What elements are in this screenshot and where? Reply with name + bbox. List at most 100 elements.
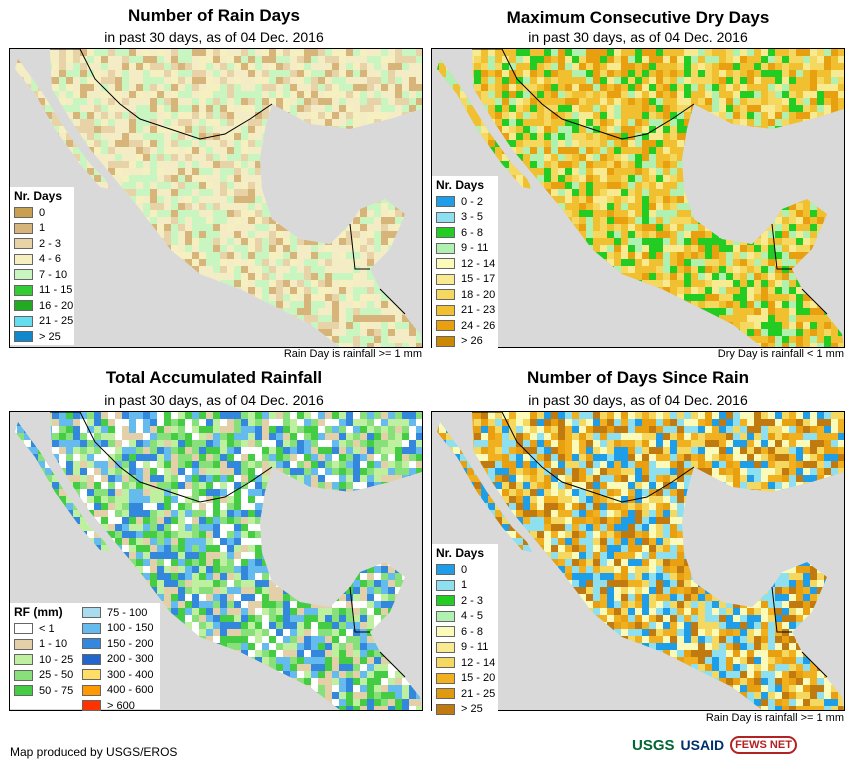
- legend-item: 21 - 25: [432, 686, 498, 702]
- gulf-of-mexico: [682, 467, 844, 607]
- legend-swatch: [82, 700, 101, 712]
- panel-4-title: Number of Days Since Rain: [526, 368, 749, 387]
- legend-swatch: [82, 669, 101, 681]
- legend-rain-days: Nr. Days 0 1 2 - 3 4 - 6 7 - 10 11 - 15 16 - 20…: [10, 187, 74, 345]
- legend-label: 11 - 15: [39, 284, 73, 297]
- legend-item: > 600: [78, 698, 153, 714]
- legend-label: 4 - 5: [461, 610, 484, 623]
- legend-swatch: [14, 623, 33, 635]
- panel-1-title: Number of Rain Days: [128, 6, 300, 25]
- panel-4-subtitle: in past 30 days, as of 04 Dec. 2016: [528, 392, 748, 408]
- legend-label: 0: [39, 206, 46, 219]
- legend-swatch: [436, 564, 455, 576]
- legend-swatch: [436, 672, 455, 684]
- panel-1-subtitle: in past 30 days, as of 04 Dec. 2016: [104, 29, 324, 45]
- legend-label: 0: [461, 563, 468, 576]
- legend-item: 12 - 14: [432, 256, 498, 272]
- legend-item: 75 - 100: [78, 605, 153, 621]
- legend-label: > 25: [39, 330, 61, 343]
- legend-label: 15 - 17: [461, 273, 496, 286]
- legend-label: 400 - 600: [107, 684, 154, 697]
- legend-swatch: [436, 657, 455, 669]
- legend-item: 10 - 25: [10, 652, 73, 668]
- legend-swatch: [14, 269, 33, 281]
- legend-swatch: [436, 227, 455, 239]
- legend-swatch: [436, 242, 455, 254]
- legend-label: 200 - 300: [107, 653, 154, 666]
- legend-label: 6 - 8: [461, 226, 484, 239]
- legend-item: 9 - 11: [432, 241, 498, 257]
- legend-label: 75 - 100: [107, 606, 148, 619]
- legend-item: 2 - 3: [10, 236, 74, 252]
- legend-label: 100 - 150: [107, 622, 154, 635]
- legend-item: 9 - 11: [432, 640, 498, 656]
- legend-swatch: [436, 196, 455, 208]
- legend-swatch: [436, 211, 455, 223]
- panel-1-note: Rain Day is rainfall >= 1 mm: [283, 348, 422, 360]
- legend-label: 2 - 3: [39, 237, 62, 250]
- legend-label: < 1: [39, 622, 55, 635]
- panel-3-subtitle: in past 30 days, as of 04 Dec. 2016: [104, 392, 324, 408]
- legend-swatch: [14, 669, 33, 681]
- legend-rainfall: RF (mm) < 1 1 - 10 10 - 25 25 - 50 50 - 75 75 …: [10, 603, 160, 712]
- legend-label: 16 - 20: [39, 299, 74, 312]
- legend-label: 21 - 23: [461, 304, 496, 317]
- legend-swatch: [14, 685, 33, 697]
- legend-item: > 26: [432, 334, 498, 350]
- legend-label: 1: [39, 222, 46, 235]
- logo-strip: USGS USAID FEWS NET: [632, 736, 797, 754]
- gulf-of-mexico: [682, 104, 844, 244]
- legend-item: 50 - 75: [10, 683, 73, 699]
- country-border: [472, 412, 828, 678]
- legend-swatch: [436, 289, 455, 301]
- legend-label: 12 - 14: [461, 257, 496, 270]
- legend-label: 18 - 20: [461, 288, 496, 301]
- legend-label: 3 - 5: [461, 211, 484, 224]
- legend-label: 6 - 8: [461, 625, 484, 638]
- legend-item: 4 - 5: [432, 609, 498, 625]
- legend-swatch: [82, 653, 101, 665]
- legend-swatch: [14, 300, 33, 312]
- legend-item: 0 - 2: [432, 194, 498, 210]
- legend-item: 1 - 10: [10, 637, 73, 653]
- legend-item: 11 - 15: [10, 283, 74, 299]
- usgs-logo: USGS: [632, 736, 675, 754]
- map-consecutive-dry-days: [431, 48, 845, 348]
- legend-title: RF (mm): [14, 605, 63, 619]
- legend-label: 1: [461, 579, 468, 592]
- legend-swatch: [14, 315, 33, 327]
- legend-item: 12 - 14: [432, 655, 498, 671]
- legend-item: 6 - 8: [432, 225, 498, 241]
- legend-swatch: [14, 238, 33, 250]
- legend-title: Nr. Days: [14, 189, 63, 203]
- legend-label: 9 - 11: [461, 641, 489, 654]
- legend-swatch: [436, 579, 455, 591]
- legend-swatch: [14, 638, 33, 650]
- legend-item: 7 - 10: [10, 267, 74, 283]
- legend-label: 4 - 6: [39, 253, 62, 266]
- legend-dry-days: Nr. Days 0 - 2 3 - 5 6 - 8 9 - 11 12 - 14 15 -…: [432, 176, 498, 349]
- legend-swatch: [436, 688, 455, 700]
- legend-label: 300 - 400: [107, 668, 154, 681]
- legend-swatch: [436, 258, 455, 270]
- legend-swatch: [14, 284, 33, 296]
- legend-item: 2 - 3: [432, 593, 498, 609]
- legend-swatch: [82, 638, 101, 650]
- legend-swatch: [14, 253, 33, 265]
- country-border: [50, 412, 406, 678]
- legend-item: 21 - 23: [432, 303, 498, 319]
- legend-swatch: [82, 607, 101, 619]
- legend-item: 3 - 5: [432, 210, 498, 226]
- legend-label: 0 - 2: [461, 195, 484, 208]
- legend-item: 1: [10, 221, 74, 237]
- legend-item: 16 - 20: [10, 298, 74, 314]
- legend-item: 4 - 6: [10, 252, 74, 268]
- gulf-of-mexico: [260, 104, 422, 244]
- legend-item: 25 - 50: [10, 668, 73, 684]
- legend-item: > 25: [432, 702, 498, 718]
- country-border: [50, 49, 406, 315]
- legend-swatch: [436, 273, 455, 285]
- legend-item: 21 - 25: [10, 314, 74, 330]
- legend-swatch: [436, 335, 455, 347]
- panel-2-title: Maximum Consecutive Dry Days: [506, 8, 770, 27]
